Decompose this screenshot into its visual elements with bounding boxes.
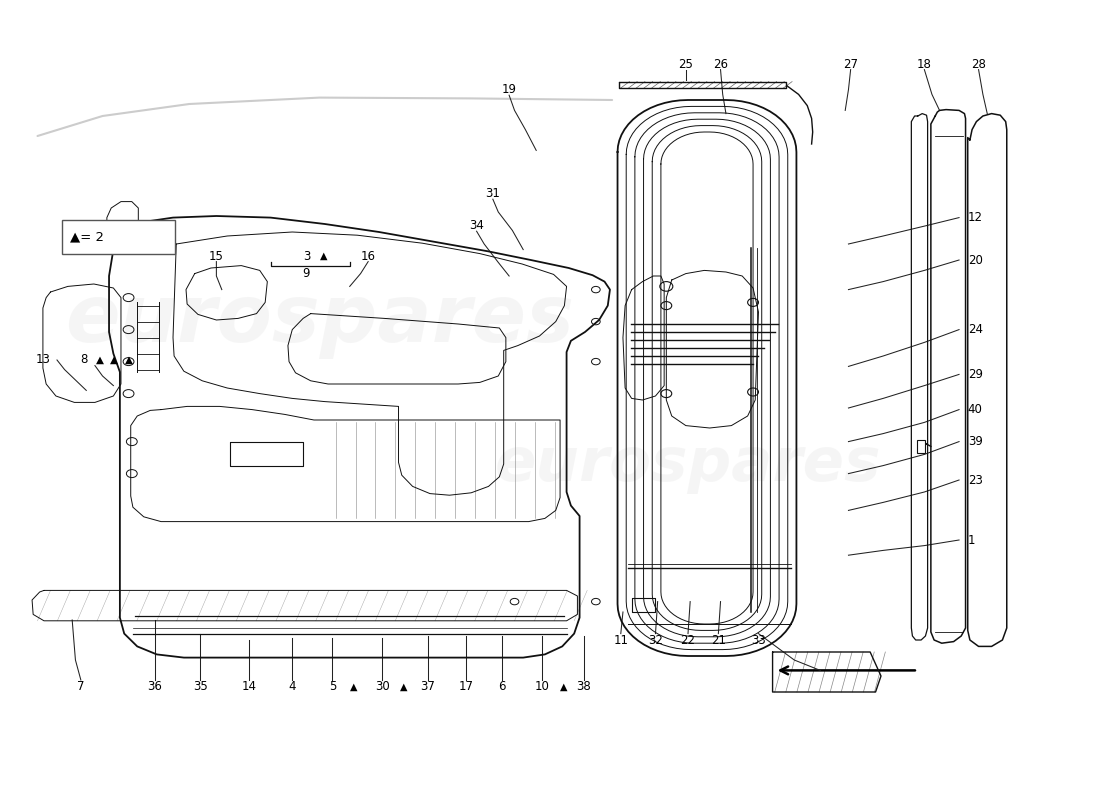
- Text: 35: 35: [192, 680, 208, 693]
- Text: 7: 7: [77, 680, 85, 693]
- Text: ▲: ▲: [110, 355, 119, 365]
- Text: 6: 6: [498, 680, 505, 693]
- Text: 1: 1: [968, 534, 976, 546]
- Text: 25: 25: [679, 58, 693, 70]
- Text: ▲: ▲: [350, 682, 358, 691]
- Text: eurospares: eurospares: [495, 434, 881, 494]
- Text: ▲: ▲: [124, 355, 133, 365]
- Text: 3: 3: [302, 250, 310, 262]
- Text: 21: 21: [711, 634, 726, 646]
- FancyBboxPatch shape: [916, 440, 925, 453]
- Text: 5: 5: [329, 680, 337, 693]
- Text: 10: 10: [535, 680, 549, 693]
- Text: ▲= 2: ▲= 2: [70, 230, 104, 243]
- Text: 39: 39: [968, 435, 982, 448]
- Text: 12: 12: [968, 211, 982, 224]
- Text: 9: 9: [302, 267, 310, 280]
- Text: 13: 13: [35, 354, 51, 366]
- Text: 32: 32: [648, 634, 663, 646]
- Text: ▲: ▲: [97, 355, 104, 365]
- Text: 33: 33: [751, 634, 766, 646]
- Text: 11: 11: [614, 634, 628, 646]
- Text: 26: 26: [713, 58, 728, 70]
- Text: 15: 15: [209, 250, 223, 262]
- Text: 14: 14: [241, 680, 256, 693]
- Text: 37: 37: [420, 680, 436, 693]
- Text: ▲: ▲: [560, 682, 568, 691]
- Text: ▲: ▲: [320, 251, 328, 261]
- Text: 40: 40: [968, 403, 982, 416]
- Text: eurospares: eurospares: [65, 281, 574, 359]
- Text: 8: 8: [80, 354, 88, 366]
- Text: 19: 19: [502, 83, 517, 96]
- Text: 30: 30: [375, 680, 389, 693]
- Text: 29: 29: [968, 368, 982, 381]
- Text: 23: 23: [968, 474, 982, 486]
- Text: 28: 28: [971, 58, 986, 70]
- Text: ▲: ▲: [400, 682, 408, 691]
- Text: 31: 31: [485, 187, 501, 200]
- Text: 17: 17: [459, 680, 473, 693]
- Text: 36: 36: [147, 680, 162, 693]
- Text: 24: 24: [968, 323, 982, 336]
- Text: 4: 4: [288, 680, 296, 693]
- FancyBboxPatch shape: [63, 220, 175, 254]
- Text: 38: 38: [576, 680, 592, 693]
- Text: 27: 27: [843, 58, 858, 70]
- Text: 34: 34: [469, 219, 484, 232]
- Text: 16: 16: [361, 250, 376, 262]
- Text: 20: 20: [968, 254, 982, 266]
- Text: 18: 18: [917, 58, 932, 70]
- Text: 22: 22: [681, 634, 695, 646]
